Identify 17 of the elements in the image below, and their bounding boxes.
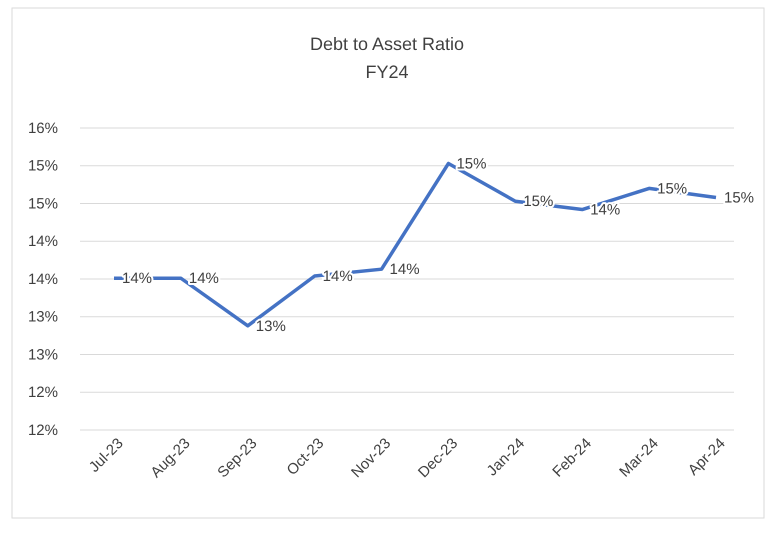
data-label: 14% <box>188 270 219 288</box>
chart-subtitle: FY24 <box>365 62 409 82</box>
data-label: 15% <box>456 155 486 172</box>
y-tick-label: 13% <box>28 308 58 326</box>
y-tick-label: 14% <box>28 233 58 250</box>
y-tick-label: 15% <box>28 158 58 175</box>
data-label: 13% <box>256 318 286 335</box>
y-tick-label: 12% <box>28 422 58 439</box>
y-tick-label: 15% <box>28 195 58 212</box>
data-label: 14% <box>590 202 620 219</box>
data-label: 15% <box>724 189 754 206</box>
y-tick-label: 16% <box>28 120 58 137</box>
y-tick-label: 14% <box>28 270 58 288</box>
chart-title: Debt to Asset Ratio <box>310 34 464 54</box>
y-tick-label: 12% <box>28 384 58 402</box>
data-label: 14% <box>390 261 420 278</box>
y-tick-label: 13% <box>28 346 58 364</box>
